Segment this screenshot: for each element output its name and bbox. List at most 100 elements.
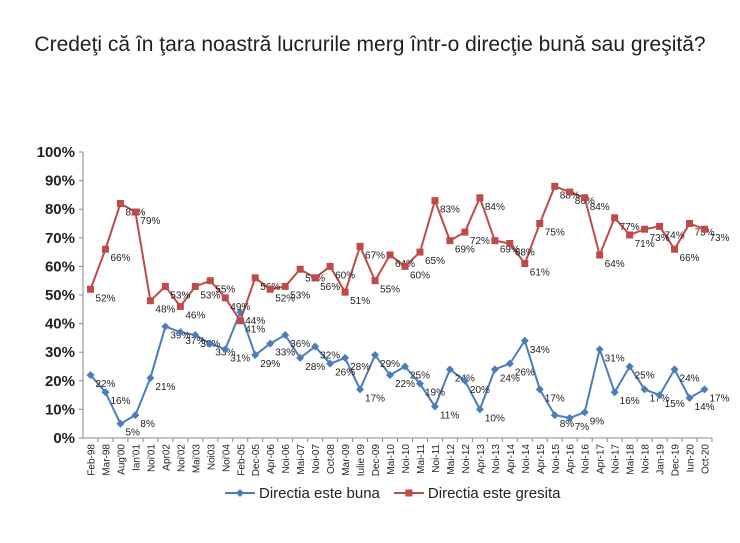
marker — [460, 376, 469, 385]
marker — [655, 391, 664, 400]
x-tick-label: Mai-07 — [296, 444, 307, 475]
y-tick-label: 10% — [45, 401, 75, 418]
marker — [626, 231, 634, 239]
x-tick-label: Oct-08 — [326, 444, 337, 474]
data-label: 73% — [710, 233, 730, 244]
data-label: 49% — [230, 302, 250, 313]
data-label: 60% — [410, 270, 430, 281]
x-tick-label: Apr-13 — [476, 444, 487, 474]
x-tick-label: Ian'01 — [131, 444, 142, 471]
x-tick-label: Noi'02 — [176, 444, 187, 472]
marker — [221, 294, 229, 302]
x-tick-label: Noi-11 — [431, 444, 442, 473]
data-label: 9% — [590, 416, 605, 427]
legend-marker — [405, 489, 413, 497]
marker — [371, 351, 380, 360]
data-label: 32% — [320, 350, 340, 361]
data-label: 71% — [635, 239, 655, 250]
marker — [476, 194, 484, 202]
data-label: 88% — [560, 190, 580, 201]
marker — [581, 194, 589, 202]
data-label: 53% — [170, 290, 190, 301]
marker — [221, 345, 230, 354]
data-label: 26% — [335, 368, 355, 379]
x-tick-label: Aug'00 — [116, 444, 127, 475]
y-tick-label: 20% — [45, 373, 75, 390]
marker — [161, 322, 170, 331]
data-label: 79% — [140, 216, 160, 227]
data-label: 83% — [440, 205, 460, 216]
marker — [701, 225, 709, 233]
marker — [266, 339, 275, 348]
data-label: 15% — [665, 399, 685, 410]
marker — [386, 371, 395, 380]
data-label: 75% — [545, 228, 565, 239]
data-label: 11% — [440, 411, 459, 422]
data-label: 52% — [95, 293, 115, 304]
marker — [506, 240, 514, 248]
data-label: 29% — [380, 359, 400, 370]
data-label: 17% — [545, 393, 565, 404]
marker — [191, 282, 199, 290]
marker — [446, 237, 454, 245]
marker — [670, 365, 679, 374]
marker — [685, 393, 694, 402]
marker — [251, 274, 259, 282]
x-tick-label: Apr-17 — [596, 444, 607, 474]
marker — [251, 351, 260, 360]
marker — [566, 188, 574, 196]
data-label: 22% — [395, 379, 415, 390]
data-label: 24% — [680, 373, 700, 384]
data-label: 5% — [125, 428, 140, 439]
data-label: 55% — [380, 285, 400, 296]
data-label: 69% — [455, 245, 475, 256]
data-label: 31% — [230, 353, 250, 364]
marker — [431, 197, 439, 205]
data-label: 48% — [155, 305, 175, 316]
data-label: 84% — [590, 202, 610, 213]
data-label: 33% — [275, 348, 295, 359]
data-label: 28% — [305, 362, 325, 373]
data-label: 67% — [365, 250, 385, 261]
marker — [86, 371, 95, 380]
data-label: 29% — [260, 359, 280, 370]
marker — [596, 251, 604, 259]
data-label: 53% — [290, 290, 310, 301]
marker — [461, 228, 469, 236]
marker — [326, 262, 334, 270]
marker — [176, 302, 184, 310]
x-tick-label: Feb-98 — [86, 444, 97, 476]
x-tick-label: Noi-16 — [581, 444, 592, 474]
x-tick-label: Mai-10 — [386, 444, 397, 475]
x-tick-label: Noi-17 — [611, 444, 622, 474]
marker — [535, 385, 544, 394]
chart-title: Credeţi că în ţara noastră lucrurile mer… — [34, 33, 706, 56]
x-tick-label: Apr-15 — [536, 444, 547, 474]
data-label: 55% — [215, 285, 235, 296]
marker — [86, 285, 94, 293]
data-label: 66% — [110, 253, 130, 264]
marker — [386, 251, 394, 259]
data-label: 24% — [500, 373, 520, 384]
data-label: 41% — [245, 325, 265, 336]
marker — [341, 353, 350, 362]
marker — [550, 411, 559, 420]
data-label: 17% — [365, 393, 385, 404]
y-tick-label: 30% — [45, 344, 75, 361]
marker — [491, 237, 499, 245]
marker — [326, 359, 335, 368]
data-label: 34% — [530, 345, 550, 356]
x-tick-label: Mai-18 — [626, 444, 637, 475]
x-tick-label: Mai-11 — [416, 444, 427, 474]
marker — [101, 388, 110, 397]
data-label: 61% — [530, 268, 550, 279]
x-tick-label: Noi-18 — [641, 444, 652, 474]
x-tick-label: Mai'03 — [191, 444, 202, 474]
y-tick-label: 100% — [37, 144, 75, 161]
marker — [625, 362, 634, 371]
marker — [521, 260, 529, 268]
data-label: 64% — [605, 259, 625, 270]
data-label: 72% — [470, 236, 490, 247]
